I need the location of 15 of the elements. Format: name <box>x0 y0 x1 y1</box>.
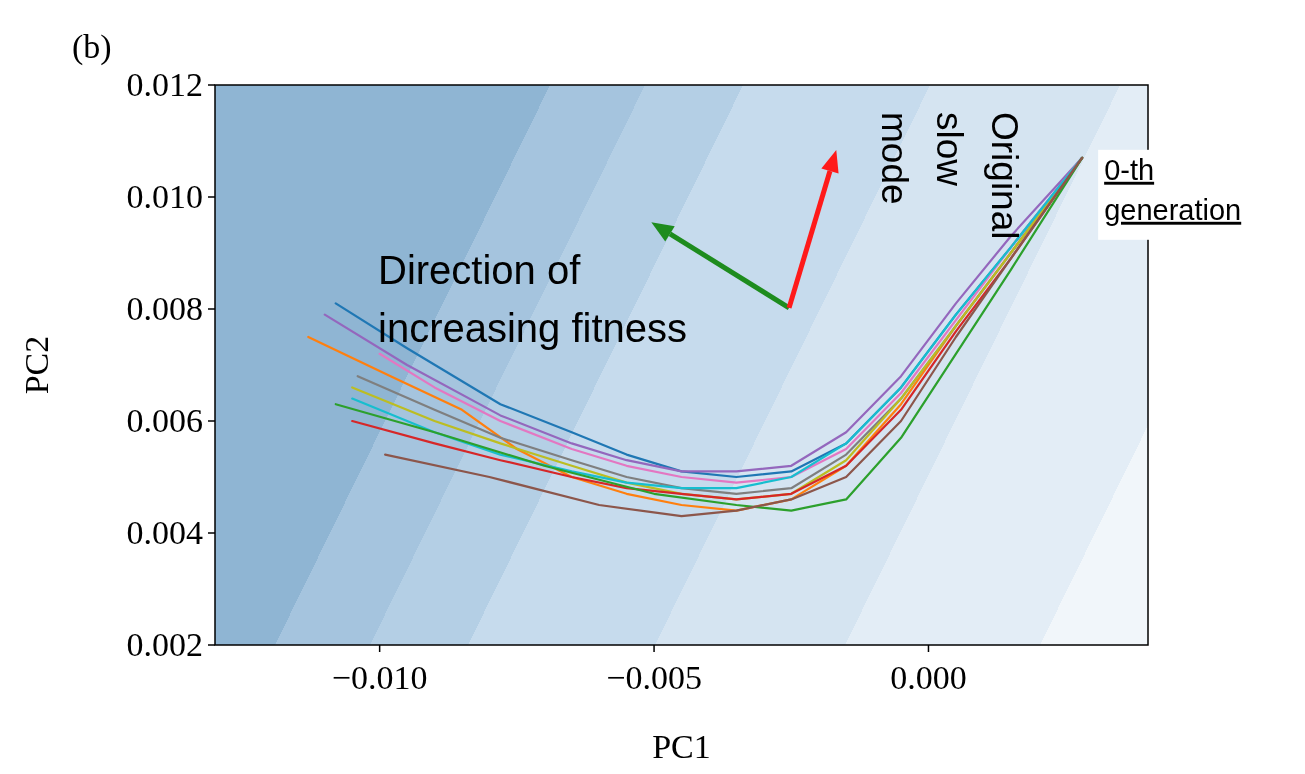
x-tick-label: −0.010 <box>331 659 428 696</box>
y-tick-label: 0.002 <box>126 626 203 663</box>
y-tick-label: 0.012 <box>126 66 203 103</box>
y-axis-title: PC2 <box>18 335 55 395</box>
text: (b) <box>72 28 112 66</box>
y-tick-label: 0.008 <box>126 290 203 327</box>
annotation: 0-th generation <box>1104 153 1242 226</box>
annotation: Direction of increasing fitness <box>378 248 688 350</box>
y-tick-label: 0.004 <box>126 514 203 551</box>
y-tick-label: 0.006 <box>126 402 203 439</box>
y-tick-label: 0.010 <box>126 178 203 215</box>
x-tick-label: 0.000 <box>890 659 967 696</box>
x-axis-title: PC1 <box>652 728 711 765</box>
annotation: Original slow mode <box>874 112 1025 240</box>
x-tick-label: −0.005 <box>606 659 702 696</box>
